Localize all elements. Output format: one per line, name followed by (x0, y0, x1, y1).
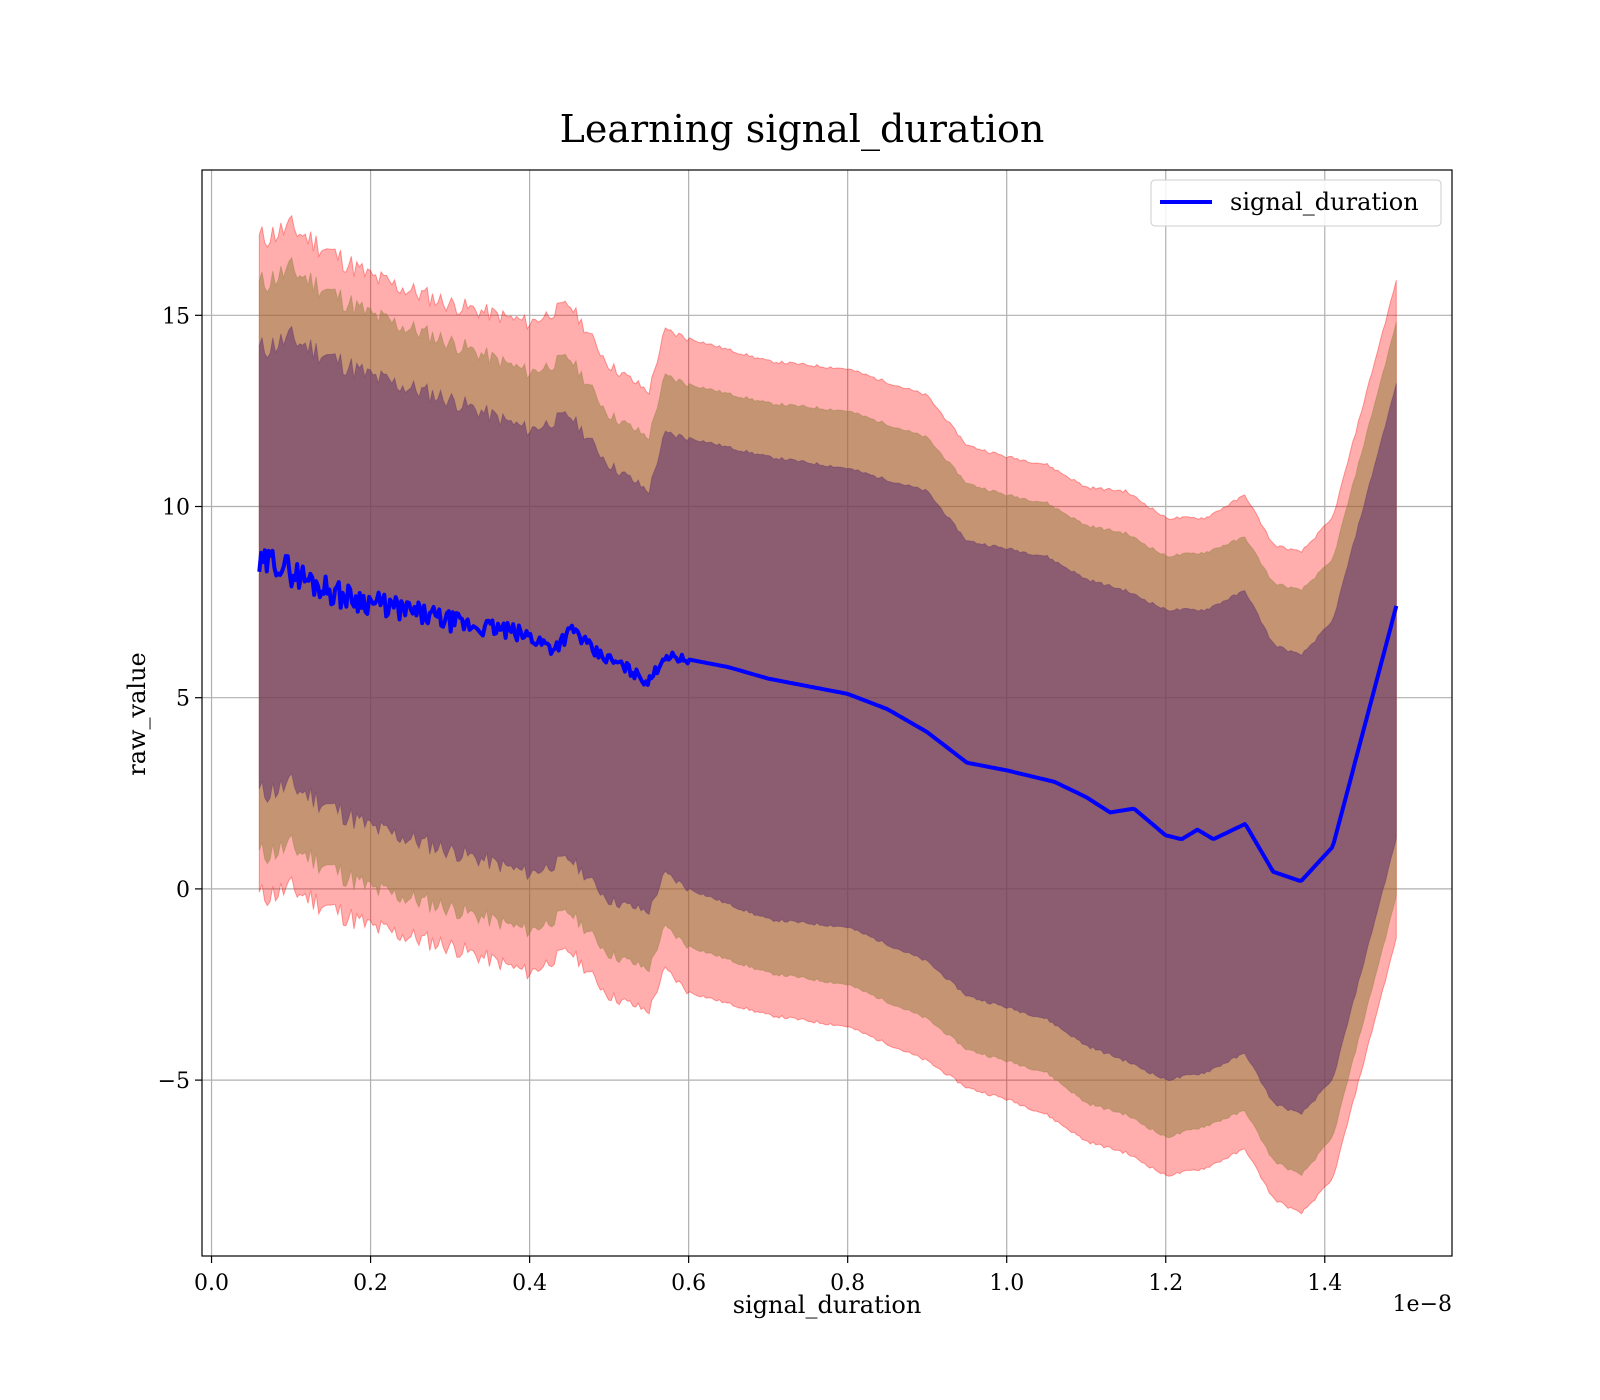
x-axis-offset-text: 1e−8 (1393, 1292, 1452, 1317)
y-tick-label: 15 (162, 304, 190, 329)
series-lines (257, 548, 1399, 883)
chart-title: Learning signal_duration (560, 107, 1045, 152)
plot-frame (201, 169, 1453, 1257)
x-axis-label: signal_duration (733, 1291, 922, 1319)
legend-box (1150, 179, 1442, 227)
x-tick-label: 1.0 (989, 1271, 1024, 1296)
x-tick-label: 0.2 (353, 1271, 388, 1296)
x-tick-label: 0.6 (671, 1271, 706, 1296)
y-tick-label: −5 (158, 1069, 190, 1094)
y-tick-label: 0 (176, 878, 190, 903)
x-tick-label: 1.4 (1307, 1271, 1342, 1296)
y-axis-label: raw_value (123, 652, 151, 776)
y-tick-label: 10 (162, 496, 190, 521)
x-tick-label: 0.8 (830, 1271, 865, 1296)
legend-entry-label: signal_duration (1230, 188, 1419, 216)
x-tick-label: 0.0 (194, 1271, 229, 1296)
series-line-signal_duration (257, 548, 1399, 883)
band-inner (258, 325, 1397, 1116)
x-tick-label: 0.4 (512, 1271, 547, 1296)
x-axis-ticks: 0.0 0.2 0.4 0.6 0.8 1.0 1.2 1.4 (194, 1256, 1342, 1296)
x-tick-label: 1.2 (1148, 1271, 1183, 1296)
plot-area (201, 169, 1453, 1257)
legend: signal_duration (1150, 179, 1442, 227)
confidence-bands (258, 214, 1397, 1215)
y-axis-ticks: −5 0 5 10 15 (158, 304, 202, 1094)
y-tick-label: 5 (176, 687, 190, 712)
